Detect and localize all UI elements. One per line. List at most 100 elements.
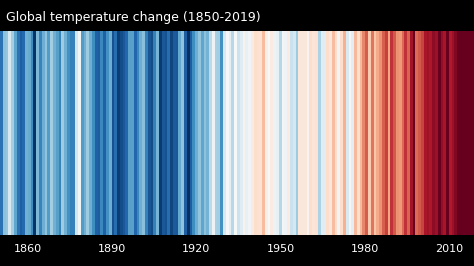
Bar (357, 31, 360, 235)
Bar (360, 31, 363, 235)
Bar (190, 31, 192, 235)
Bar (276, 31, 279, 235)
Bar (298, 31, 301, 235)
Bar (111, 31, 114, 235)
Bar (399, 31, 401, 235)
Text: 1890: 1890 (98, 244, 126, 254)
Bar (256, 31, 259, 235)
Bar (17, 31, 19, 235)
Bar (167, 31, 170, 235)
Bar (9, 31, 11, 235)
Bar (170, 31, 173, 235)
Bar (424, 31, 427, 235)
Bar (109, 31, 111, 235)
Bar (234, 31, 237, 235)
Bar (78, 31, 81, 235)
Bar (106, 31, 109, 235)
Bar (89, 31, 92, 235)
Bar (203, 31, 206, 235)
Bar (56, 31, 59, 235)
Bar (440, 31, 443, 235)
Bar (404, 31, 407, 235)
Bar (148, 31, 151, 235)
Bar (164, 31, 167, 235)
Bar (332, 31, 335, 235)
Bar (137, 31, 139, 235)
Bar (259, 31, 262, 235)
Bar (396, 31, 399, 235)
Bar (351, 31, 354, 235)
Bar (134, 31, 137, 235)
Bar (418, 31, 421, 235)
Bar (410, 31, 413, 235)
Bar (145, 31, 148, 235)
Bar (45, 31, 47, 235)
Bar (335, 31, 337, 235)
Bar (368, 31, 371, 235)
Bar (243, 31, 246, 235)
Bar (223, 31, 226, 235)
Bar (70, 31, 73, 235)
Bar (117, 31, 120, 235)
Bar (120, 31, 123, 235)
Bar (348, 31, 351, 235)
Bar (421, 31, 424, 235)
Text: 1980: 1980 (350, 244, 379, 254)
Bar (215, 31, 218, 235)
Bar (343, 31, 346, 235)
Bar (438, 31, 440, 235)
Bar (195, 31, 198, 235)
Bar (123, 31, 126, 235)
Bar (83, 31, 86, 235)
Bar (184, 31, 187, 235)
Bar (192, 31, 195, 235)
Text: 1920: 1920 (182, 244, 210, 254)
Bar (382, 31, 385, 235)
Bar (50, 31, 53, 235)
Bar (371, 31, 374, 235)
Bar (465, 31, 468, 235)
Bar (53, 31, 56, 235)
Bar (265, 31, 268, 235)
Bar (427, 31, 429, 235)
Bar (0, 31, 3, 235)
Bar (198, 31, 201, 235)
Bar (449, 31, 452, 235)
Bar (61, 31, 64, 235)
Bar (268, 31, 271, 235)
Bar (139, 31, 142, 235)
Bar (315, 31, 318, 235)
Bar (407, 31, 410, 235)
Bar (187, 31, 190, 235)
Bar (326, 31, 329, 235)
Bar (178, 31, 181, 235)
Bar (385, 31, 388, 235)
Bar (128, 31, 131, 235)
Bar (304, 31, 307, 235)
Bar (284, 31, 287, 235)
Bar (374, 31, 376, 235)
Bar (346, 31, 348, 235)
Bar (457, 31, 460, 235)
Bar (47, 31, 50, 235)
Text: 2010: 2010 (435, 244, 463, 254)
Bar (151, 31, 154, 235)
Bar (365, 31, 368, 235)
Bar (231, 31, 234, 235)
Bar (73, 31, 75, 235)
Bar (81, 31, 83, 235)
Bar (11, 31, 14, 235)
Bar (240, 31, 243, 235)
Bar (39, 31, 42, 235)
Bar (131, 31, 134, 235)
Bar (34, 31, 36, 235)
Bar (31, 31, 34, 235)
Bar (301, 31, 304, 235)
Bar (415, 31, 418, 235)
Bar (103, 31, 106, 235)
Bar (201, 31, 203, 235)
Bar (452, 31, 455, 235)
Bar (28, 31, 31, 235)
Bar (254, 31, 256, 235)
Bar (209, 31, 212, 235)
